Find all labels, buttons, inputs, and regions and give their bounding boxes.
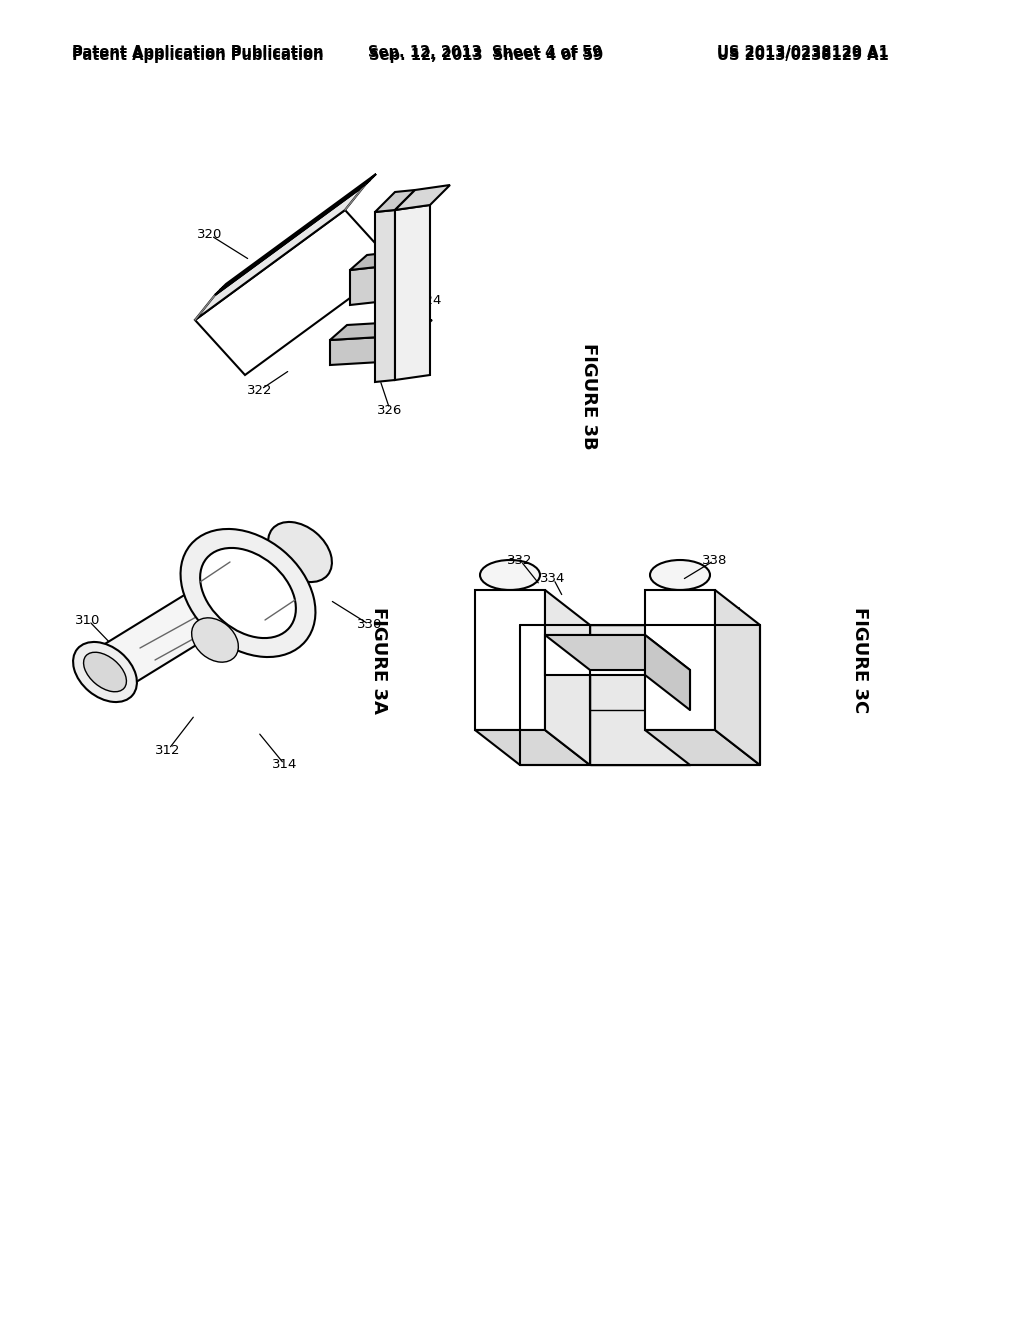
Ellipse shape [180, 529, 315, 657]
Polygon shape [395, 185, 450, 210]
Polygon shape [475, 730, 590, 766]
Ellipse shape [84, 652, 126, 692]
Polygon shape [590, 671, 690, 766]
Polygon shape [330, 319, 432, 341]
Polygon shape [645, 635, 690, 710]
Text: 334: 334 [541, 572, 565, 585]
Polygon shape [545, 635, 645, 675]
Polygon shape [590, 624, 690, 710]
Polygon shape [220, 174, 376, 290]
Polygon shape [545, 590, 590, 766]
Ellipse shape [480, 560, 540, 590]
Text: Sep. 12, 2013  Sheet 4 of 59: Sep. 12, 2013 Sheet 4 of 59 [368, 45, 602, 61]
Polygon shape [195, 210, 395, 375]
Text: FIGURE 3C: FIGURE 3C [851, 607, 869, 713]
Ellipse shape [191, 618, 239, 663]
Ellipse shape [73, 642, 137, 702]
Text: 310: 310 [76, 614, 100, 627]
Text: 330: 330 [357, 619, 383, 631]
Text: 312: 312 [156, 743, 181, 756]
Text: 320: 320 [198, 228, 222, 242]
Text: 324: 324 [418, 293, 442, 306]
Text: 332: 332 [507, 553, 532, 566]
Text: FIGURE 3A: FIGURE 3A [370, 607, 388, 713]
Polygon shape [475, 590, 545, 730]
Text: Patent Application Publication: Patent Application Publication [72, 48, 324, 63]
Text: 314: 314 [272, 759, 298, 771]
Text: 322: 322 [247, 384, 272, 396]
Polygon shape [375, 190, 415, 213]
Polygon shape [645, 590, 715, 730]
Text: Sep. 12, 2013  Sheet 4 of 59: Sep. 12, 2013 Sheet 4 of 59 [369, 48, 603, 63]
Text: US 2013/0238129 A1: US 2013/0238129 A1 [717, 45, 889, 61]
Text: US 2013/0238129 A1: US 2013/0238129 A1 [717, 48, 889, 63]
Text: 336: 336 [718, 606, 742, 619]
Polygon shape [215, 180, 370, 294]
Polygon shape [545, 635, 690, 671]
Text: Patent Application Publication: Patent Application Publication [72, 45, 324, 61]
Polygon shape [95, 531, 310, 696]
Text: FIGURE 3B: FIGURE 3B [580, 343, 598, 449]
Polygon shape [350, 249, 412, 271]
Text: 338: 338 [702, 553, 728, 566]
Polygon shape [715, 590, 760, 766]
Polygon shape [350, 265, 395, 305]
Ellipse shape [650, 560, 710, 590]
Ellipse shape [200, 548, 296, 638]
Polygon shape [395, 205, 430, 380]
Polygon shape [375, 210, 395, 381]
Polygon shape [330, 335, 415, 366]
Text: 326: 326 [377, 404, 402, 417]
Polygon shape [195, 185, 365, 319]
Ellipse shape [268, 521, 332, 582]
Polygon shape [645, 730, 760, 766]
